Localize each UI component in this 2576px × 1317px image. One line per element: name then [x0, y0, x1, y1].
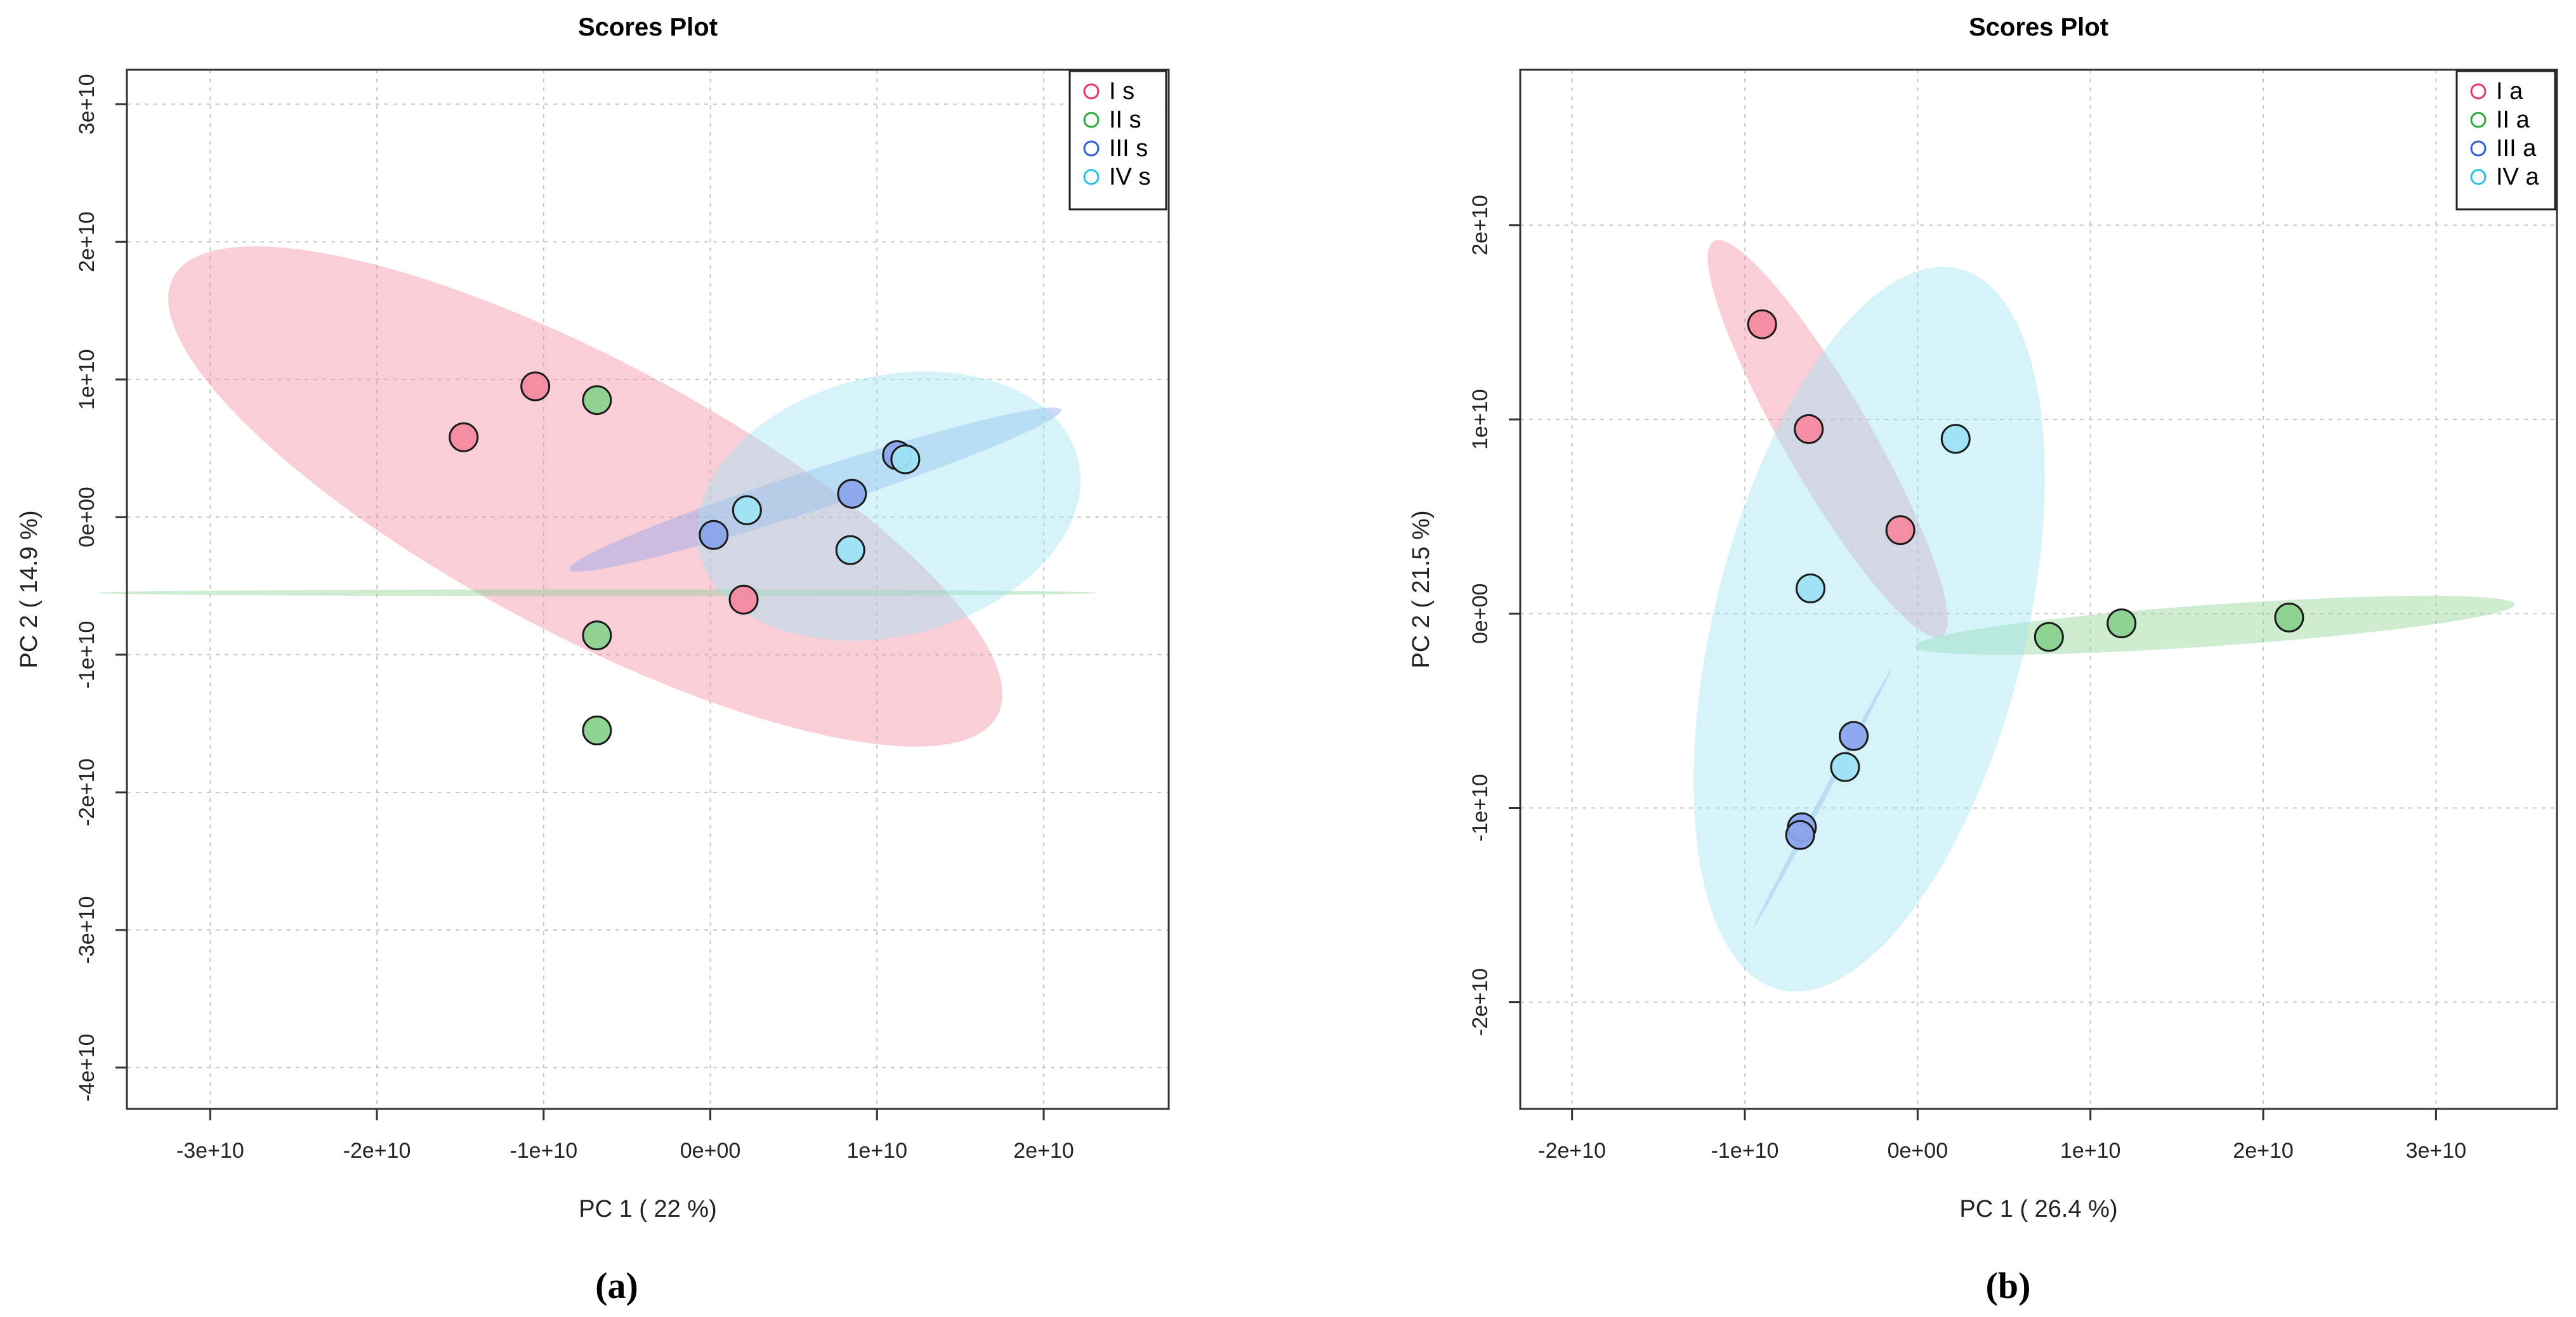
- point-iii-s-0: [699, 520, 729, 550]
- point-iii-a-0: [1839, 721, 1869, 751]
- panel-caption: (b): [1986, 1265, 2031, 1306]
- point-ii-s-1: [582, 620, 612, 651]
- legend-marker-2: [2470, 140, 2487, 157]
- x-tick-label: -3e+10: [176, 1139, 244, 1163]
- point-ii-a-0: [2034, 622, 2064, 652]
- plot-frame: [1519, 69, 2558, 1110]
- legend-marker-2: [1083, 140, 1100, 157]
- legend-entry: I a: [2496, 78, 2523, 105]
- x-tick-label: 1e+10: [2060, 1139, 2121, 1163]
- chart-title: Scores Plot: [578, 13, 718, 41]
- chart-title: Scores Plot: [1969, 13, 2108, 41]
- x-tick-label: -2e+10: [343, 1139, 411, 1163]
- legend-marker-1: [1083, 112, 1100, 128]
- ellipse-iii-s: [569, 407, 1061, 572]
- panel-b: Scores Plot -2e+10 -1e+10 0e+00 1e+10 2e+10 3e…: [1408, 13, 2558, 1306]
- ellipse-ii-a: [1915, 596, 2515, 655]
- y-tick-label: 0e+00: [1468, 584, 1492, 645]
- y-tick-label: 3e+10: [75, 74, 99, 134]
- point-i-a-1: [1794, 414, 1824, 444]
- y-tick-label: 1e+10: [75, 349, 99, 410]
- y-tick-label: -3e+10: [75, 896, 99, 964]
- legend-entry: IV a: [2496, 164, 2539, 190]
- y-tick-label: -1e+10: [75, 621, 99, 689]
- x-tick-label: 2e+10: [2233, 1139, 2294, 1163]
- y-tick-label: -2e+10: [1468, 968, 1492, 1036]
- point-ii-a-1: [2106, 608, 2137, 639]
- x-tick-label: 2e+10: [1013, 1139, 1074, 1163]
- panel-caption: (a): [595, 1265, 638, 1306]
- legend-marker-0: [1083, 83, 1100, 100]
- panel-a: Scores Plot -3e+10 -2e+10 -1e+10 0e+00 1e+10 2…: [16, 13, 1170, 1306]
- point-iv-s-1: [835, 535, 865, 565]
- legend-entry: I s: [1109, 78, 1134, 105]
- y-tick-label: 0e+00: [75, 487, 99, 547]
- point-i-a-2: [1885, 515, 1916, 546]
- x-tick-label: 1e+10: [846, 1139, 907, 1163]
- legend-entry: III s: [1109, 135, 1148, 162]
- point-iv-a-0: [1940, 424, 1971, 454]
- legend-entry: III a: [2496, 135, 2537, 162]
- point-ii-s-0: [582, 385, 612, 416]
- ellipse-iv-s: [697, 371, 1081, 641]
- x-tick-label: 0e+00: [1888, 1139, 1948, 1163]
- legend-marker-0: [2470, 83, 2487, 100]
- y-tick-label: 2e+10: [75, 211, 99, 272]
- x-tick-label: -1e+10: [1711, 1139, 1779, 1163]
- point-i-a-0: [1747, 309, 1777, 339]
- legend-entry: IV s: [1109, 164, 1150, 190]
- y-tick-label: -4e+10: [75, 1033, 99, 1101]
- y-tick-label: -1e+10: [1468, 774, 1492, 842]
- legend-marker-1: [2470, 112, 2487, 128]
- legend-box: [2455, 70, 2556, 211]
- legend-entry: II s: [1109, 107, 1141, 133]
- ellipse-i-s: [168, 246, 1002, 747]
- point-iii-s-1: [837, 478, 867, 509]
- plot-frame: [126, 69, 1170, 1110]
- x-axis-label: PC 1 ( 26.4 %): [1959, 1196, 2117, 1222]
- legend-marker-3: [2470, 169, 2487, 185]
- y-axis-label: PC 2 ( 14.9 %): [16, 510, 43, 668]
- point-iv-s-0: [732, 495, 762, 525]
- x-axis-label: PC 1 ( 22 %): [579, 1196, 717, 1222]
- y-tick-label: 1e+10: [1468, 389, 1492, 450]
- point-iv-a-1: [1796, 573, 1826, 603]
- point-i-s-2: [728, 584, 759, 615]
- point-i-s-0: [449, 422, 479, 452]
- x-tick-label: -1e+10: [509, 1139, 577, 1163]
- point-ii-a-2: [2274, 602, 2304, 632]
- point-iv-a-2: [1830, 752, 1860, 782]
- y-axis-label: PC 2 ( 21.5 %): [1408, 510, 1435, 668]
- ellipse-ii-s: [96, 589, 1098, 596]
- point-i-s-1: [520, 371, 551, 402]
- ellipse-i-a: [1707, 240, 1948, 638]
- point-ii-s-2: [582, 715, 612, 745]
- y-tick-label: -2e+10: [75, 759, 99, 827]
- legend-marker-3: [1083, 169, 1100, 185]
- point-iv-s-2: [890, 444, 921, 475]
- x-tick-label: 0e+00: [680, 1139, 741, 1163]
- x-tick-label: -2e+10: [1538, 1139, 1606, 1163]
- legend-entry: II a: [2496, 107, 2530, 133]
- point-iii-a-2: [1785, 820, 1815, 850]
- y-tick-label: 2e+10: [1468, 195, 1492, 256]
- x-tick-label: 3e+10: [2406, 1139, 2467, 1163]
